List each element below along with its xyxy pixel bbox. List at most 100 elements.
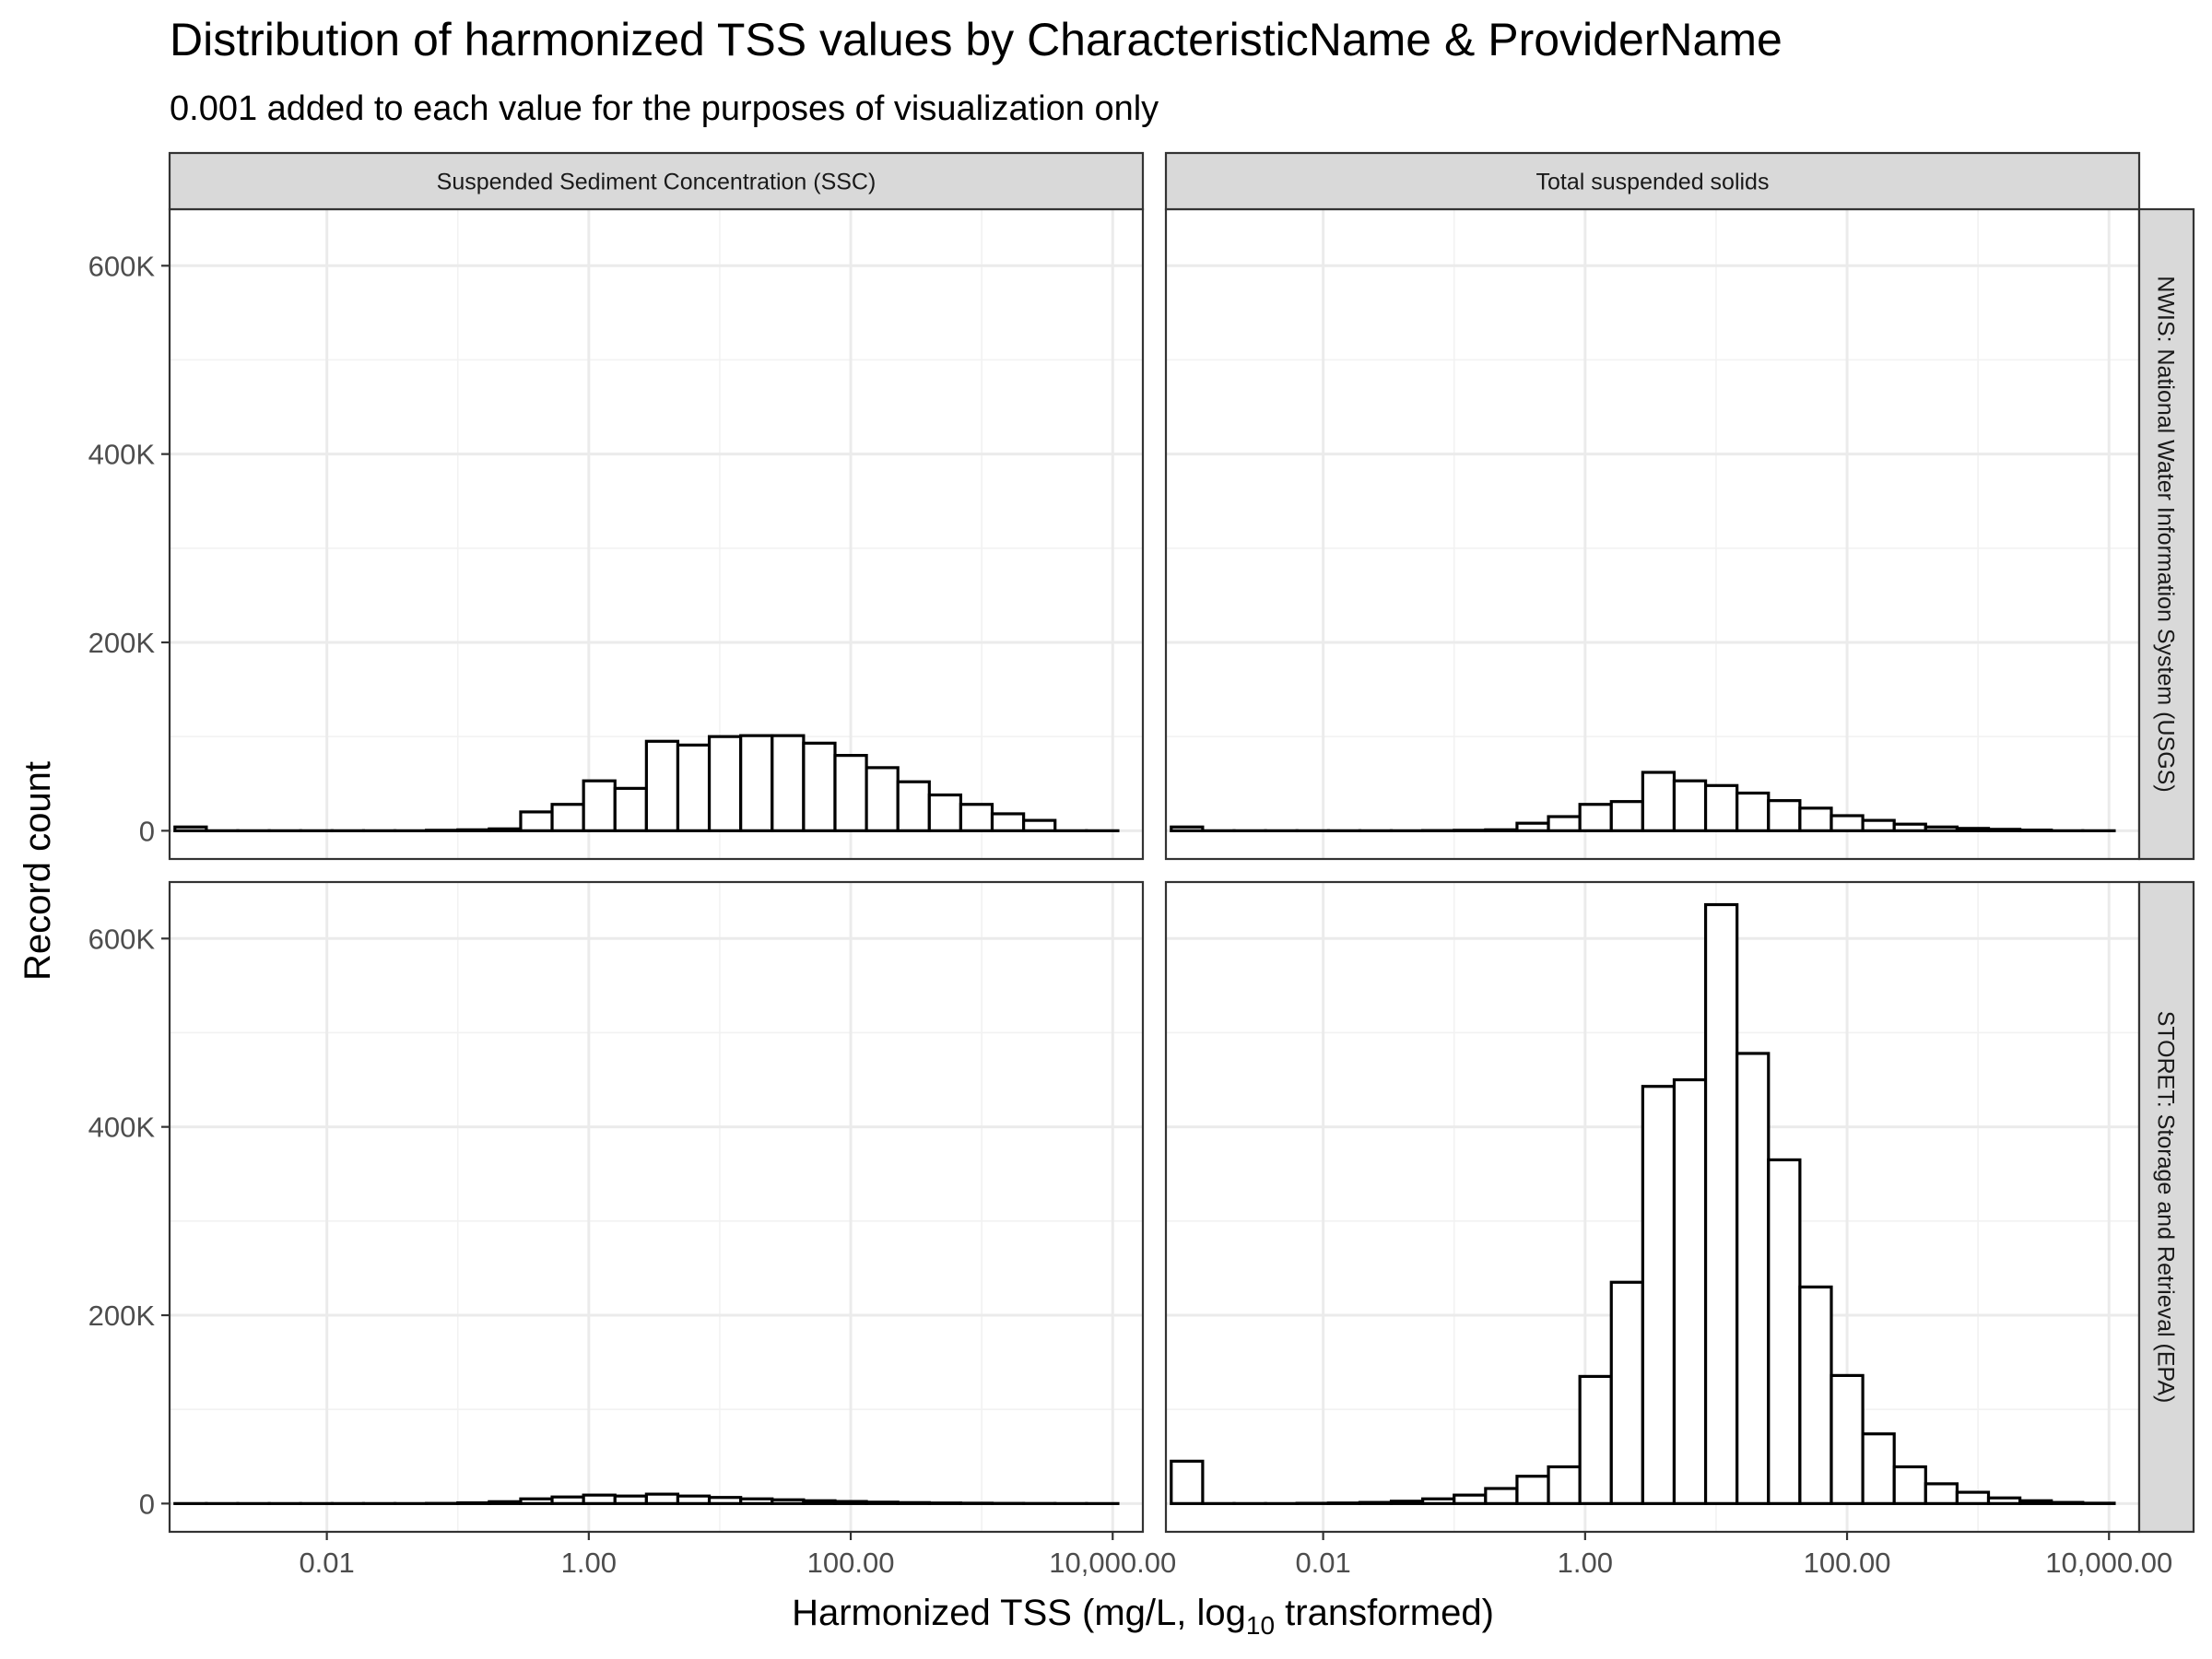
histogram-bar	[1767, 1158, 1802, 1505]
histogram-bar	[865, 766, 900, 832]
histogram-bar	[519, 1497, 554, 1505]
x-axis-label-subscript: 10	[1246, 1611, 1275, 1640]
histogram-bar	[1421, 1497, 1456, 1505]
histogram-bar	[676, 743, 712, 832]
histogram-bar	[1515, 821, 1550, 832]
histogram-bar	[802, 741, 837, 832]
histogram-bar	[1798, 806, 1833, 832]
x-tick-label: 1.00	[561, 1547, 617, 1579]
facet-panel-r1-c1: 0.01 1.00 100.00 10,000.00	[1164, 880, 2172, 1579]
histogram-bar	[1798, 1285, 1833, 1505]
column-strip	[1164, 151, 2141, 211]
histogram-bar	[1955, 1490, 1991, 1505]
panel-background	[170, 882, 1143, 1532]
histogram-bar	[1892, 1465, 1927, 1505]
y-tick-label: 400K	[88, 439, 156, 471]
x-tick-label: 100.00	[807, 1547, 895, 1579]
histogram-bar	[1767, 799, 1802, 832]
x-axis-label: Harmonized TSS (mg/L, log10 transformed)	[792, 1593, 1494, 1640]
histogram-bar	[582, 1493, 617, 1505]
histogram-bar	[1609, 1280, 1644, 1505]
histogram-bar	[1924, 825, 1959, 832]
column-strip-label: Suspended Sediment Concentration (SSC)	[437, 170, 877, 195]
histogram-bar	[644, 1492, 680, 1505]
row-strip	[2137, 880, 2195, 1534]
histogram-bar	[1830, 814, 1865, 832]
histogram-bar	[1170, 1459, 1205, 1505]
panel-background	[1166, 209, 2139, 859]
histogram-bar	[1892, 822, 1927, 832]
histogram-bar	[1986, 1496, 2022, 1505]
histogram-bar	[550, 803, 585, 832]
histogram-bar	[613, 1494, 648, 1505]
histogram-bar	[1672, 1077, 1708, 1505]
histogram-bar	[771, 1498, 806, 1505]
histogram-bar	[550, 1495, 585, 1505]
y-tick-label: 200K	[88, 627, 156, 659]
histogram-bar	[676, 1494, 712, 1505]
x-tick-label: 10,000.00	[1049, 1547, 1176, 1579]
histogram-bar	[2018, 829, 2053, 832]
histogram-bar	[1735, 1052, 1771, 1505]
histogram-bar	[707, 1496, 743, 1505]
histogram-bar	[582, 779, 617, 832]
histogram-bar	[1641, 771, 1677, 832]
histogram-bar	[833, 754, 868, 832]
facet-panel-r0-c0: 0 200K 400K 600K	[88, 207, 1145, 861]
y-tick-label: 600K	[88, 250, 156, 282]
row-strip-label: NWIS: National Water Information System …	[2153, 276, 2179, 792]
histogram-bar	[1022, 818, 1057, 832]
histogram-bar	[1547, 815, 1582, 832]
histogram-bar	[488, 827, 523, 832]
histogram-bar	[1672, 779, 1708, 832]
histogram-bar	[1578, 1374, 1613, 1505]
histogram-bar	[425, 829, 460, 832]
x-tick-label: 0.01	[299, 1547, 354, 1579]
y-tick-label: 200K	[88, 1300, 156, 1332]
histogram-bar	[173, 825, 208, 832]
histogram-bar	[644, 739, 680, 832]
y-tick-label: 600K	[88, 923, 156, 955]
facet-panel-r1-c0: 0 200K 400K 600K 0.01 1.00 100.00 10,000.00	[88, 880, 1176, 1579]
histogram-bar	[1861, 818, 1896, 832]
chart-subtitle: 0.001 added to each value for the purpos…	[170, 89, 1159, 128]
histogram-bar	[959, 803, 994, 832]
histogram-bar	[896, 780, 931, 832]
histogram-bar	[1515, 1475, 1550, 1505]
x-axis-label-suffix: transformed)	[1275, 1593, 1494, 1633]
row-strip-label: STORET: Storage and Retrieval (EPA)	[2153, 1011, 2179, 1404]
x-tick-label: 10,000.00	[2045, 1547, 2172, 1579]
column-strip-label: Total suspended solids	[1536, 170, 1770, 195]
histogram-bar	[833, 1500, 868, 1505]
histogram-bar	[771, 734, 806, 832]
histogram-bar	[1484, 1487, 1519, 1505]
histogram-bar	[707, 735, 743, 832]
histogram-bar	[739, 1497, 774, 1505]
column-strip	[168, 151, 1145, 211]
histogram-bar	[1547, 1465, 1582, 1505]
y-axis-label: Record count	[18, 761, 58, 981]
x-tick-label: 100.00	[1804, 1547, 1891, 1579]
facet-panels: 0 200K 400K 600K 0 200K 400K 600K 0.01 1.00 100.00…	[88, 151, 2195, 1579]
histogram-bar	[519, 810, 554, 832]
histogram-bar	[1453, 1493, 1488, 1505]
histogram-bar	[1703, 902, 1739, 1505]
x-tick-label: 0.01	[1295, 1547, 1350, 1579]
histogram-bar	[990, 812, 1026, 832]
histogram-bar	[1358, 1500, 1394, 1505]
histogram-bar	[802, 1499, 837, 1505]
panel-border	[168, 880, 1145, 1534]
histogram-bar	[927, 793, 963, 832]
histogram-bar	[1924, 1482, 1959, 1505]
histogram-bar	[1453, 829, 1488, 832]
row-strip	[2137, 207, 2195, 861]
x-tick-label: 1.00	[1558, 1547, 1613, 1579]
histogram-bar	[865, 1500, 900, 1505]
histogram-bar	[1170, 825, 1205, 832]
histogram-bar	[1609, 800, 1644, 832]
histogram-bar	[927, 1501, 963, 1505]
histogram-bar	[488, 1500, 523, 1505]
histogram-bar	[739, 734, 774, 832]
histogram-bar	[1955, 827, 1991, 832]
